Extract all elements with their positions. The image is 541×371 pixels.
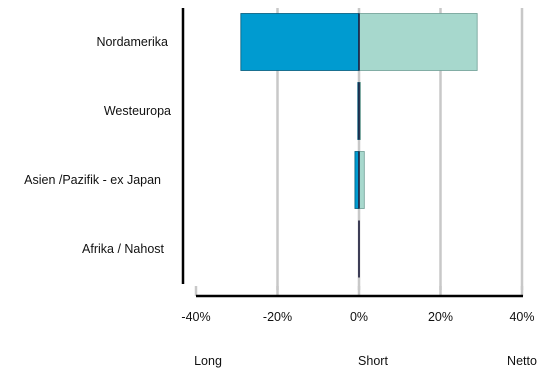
- legend-item-long: Long: [194, 354, 222, 368]
- bar-short-0: [358, 13, 478, 71]
- bars: [240, 13, 478, 278]
- bar-long-0: [240, 13, 360, 71]
- category-labels: Nordamerika Westeuropa Asien /Pazifik - ex…: [24, 35, 171, 256]
- legend: Long Short Netto: [194, 354, 537, 368]
- category-label: Asien /Pazifik - ex Japan: [24, 173, 161, 187]
- x-tick-label: -40%: [181, 310, 210, 324]
- category-label: Afrika / Nahost: [82, 242, 165, 256]
- x-tick-label: 0%: [350, 310, 368, 324]
- x-tick-label: 40%: [509, 310, 534, 324]
- x-tick-label: -20%: [263, 310, 292, 324]
- category-label: Westeuropa: [104, 104, 171, 118]
- legend-item-short: Short: [358, 354, 388, 368]
- legend-item-netto: Netto: [507, 354, 537, 368]
- category-label: Nordamerika: [96, 35, 168, 49]
- x-tick-labels: -40% -20% 0% 20% 40%: [181, 310, 534, 324]
- x-tick-label: 20%: [428, 310, 453, 324]
